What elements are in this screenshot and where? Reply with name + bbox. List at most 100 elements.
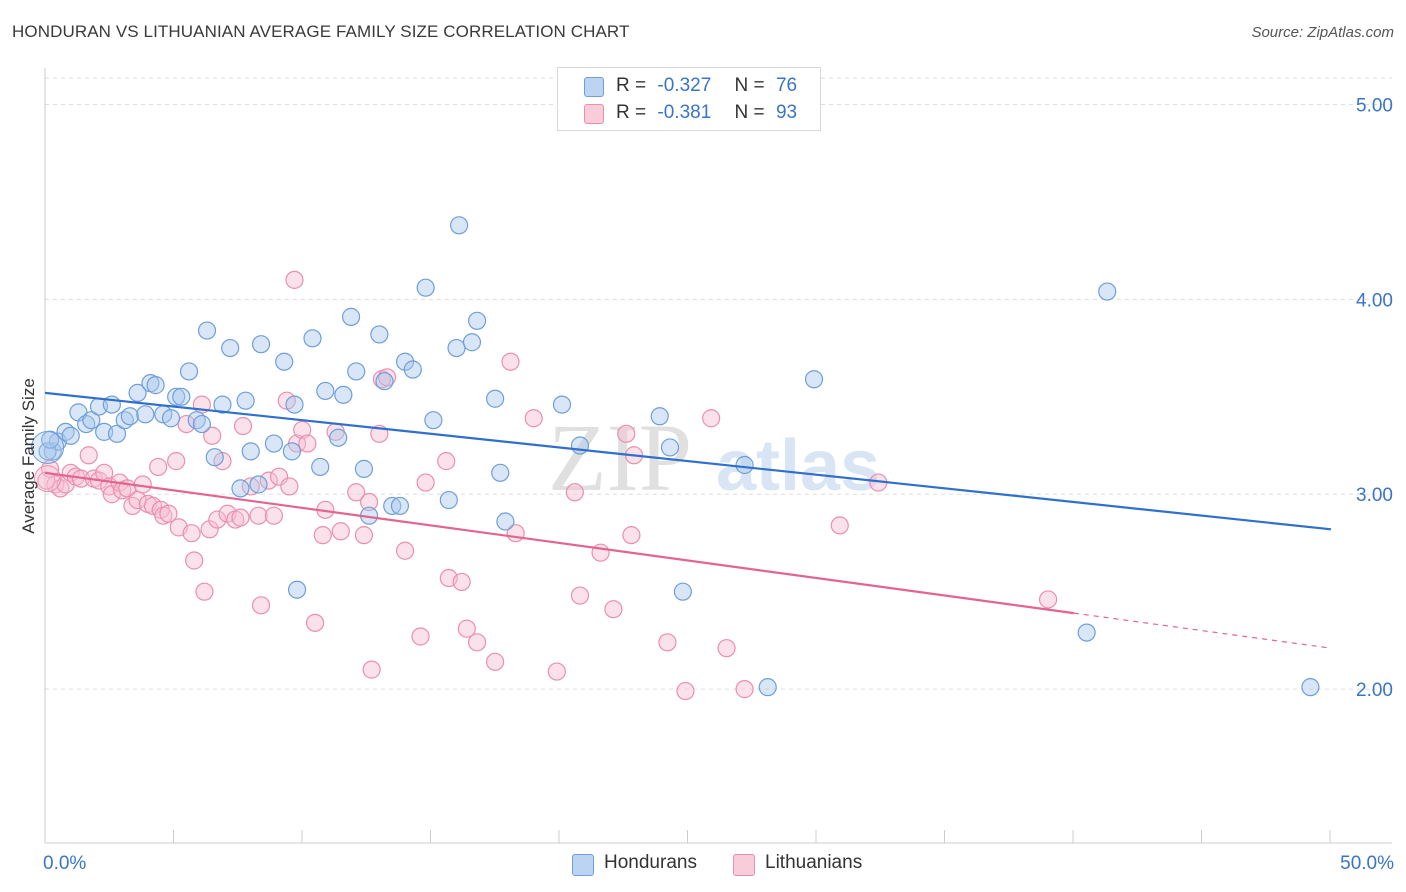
lithuanians-point [547, 662, 566, 681]
lithuanians-point [123, 496, 142, 516]
lithuanians-point [149, 457, 168, 477]
hondurans-point [347, 362, 366, 381]
lithuanians-points [34, 270, 1058, 701]
lithuanians-point [285, 270, 304, 289]
watermark-zip: ZIP [548, 404, 692, 511]
hondurans-point [197, 321, 217, 340]
lithuanians-point [717, 639, 736, 658]
lithuanians-point [565, 483, 584, 502]
hondurans-point [287, 580, 307, 599]
legend-lithuanians-label: Lithuanians [765, 852, 863, 873]
lithuanians-point [305, 613, 325, 632]
hondurans-point [449, 216, 469, 235]
hondurans-point [496, 512, 515, 531]
watermark: ZIP atlas [548, 404, 880, 511]
grid-lines [45, 77, 1392, 690]
lithuanians-point [395, 541, 415, 560]
lithuanians-point [501, 352, 520, 371]
hondurans-points [31, 216, 1320, 697]
source-credit: Source: ZipAtlas.com [1251, 24, 1394, 41]
hondurans-point [650, 407, 669, 426]
hondurans-point [462, 333, 482, 352]
hondurans-point [354, 459, 374, 478]
hondurans-trend-line [44, 391, 1332, 531]
hondurans-point [1098, 282, 1117, 301]
lithuanians-point [79, 446, 98, 465]
lithuanians-point [362, 660, 381, 679]
lithuanians-point [167, 452, 186, 471]
n-value: 93 [775, 102, 798, 123]
hondurans-point [552, 395, 572, 414]
y-tick-label: 5.00 [1356, 95, 1393, 116]
n-label: N = [734, 75, 765, 96]
n-label: N = [734, 102, 765, 123]
blue-swatch [584, 77, 604, 97]
hondurans-point [673, 582, 692, 601]
hondurans-point [439, 490, 458, 510]
lithuanians-point [617, 424, 636, 443]
hondurans-point [107, 424, 127, 443]
hondurans-point [329, 428, 348, 447]
hondurans-point [172, 387, 191, 406]
hondurans-point [491, 463, 510, 482]
hondurans-point [241, 442, 260, 461]
n-value: 76 [775, 75, 798, 96]
r-label: R = [616, 75, 647, 96]
hondurans-point [370, 325, 389, 344]
lithuanians-point [457, 619, 476, 638]
hondurans-point [570, 436, 590, 455]
hondurans-point [221, 338, 240, 358]
y-tick-label: 3.00 [1356, 485, 1393, 506]
trend-lines [44, 391, 1332, 649]
hondurans-point [467, 311, 487, 330]
lithuanians-point [570, 586, 590, 605]
hondurans-point [43, 442, 62, 461]
lithuanians-point [354, 526, 374, 545]
hondurans-point [231, 479, 250, 498]
stats-legend: R = -0.327 N = 76 R = -0.381 N = 93 [557, 67, 821, 131]
hondurans-point [804, 370, 824, 389]
lithuanians-point [195, 582, 214, 601]
hondurans-point [136, 405, 155, 424]
hondurans-point [82, 411, 101, 430]
hondurans-point [236, 391, 255, 410]
hondurans-point [316, 381, 335, 401]
hondurans-point [146, 376, 165, 395]
lithuanians-point [604, 600, 623, 619]
hondurans-point [213, 395, 232, 414]
hondurans-point [424, 411, 443, 430]
lithuanians-point [437, 452, 456, 471]
hondurans-point [282, 442, 302, 461]
hondurans-point [192, 414, 211, 434]
pink-swatch [584, 104, 604, 124]
hondurans-point [38, 442, 57, 461]
r-value: -0.381 [657, 102, 712, 123]
x-tick-label-min: 0.0% [43, 853, 86, 874]
chart-title: HONDURAN VS LITHUANIAN AVERAGE FAMILY SI… [12, 22, 630, 41]
lithuanians-point [231, 508, 250, 527]
y-axis-label: Average Family Size [19, 378, 38, 534]
hondurans-point [61, 426, 80, 445]
hondurans-point [120, 407, 139, 426]
lithuanians-point [208, 510, 227, 529]
hondurans-point [249, 475, 268, 494]
lithuanians-point [622, 526, 641, 545]
lithuanians-point [702, 409, 721, 428]
hondurans-point [390, 496, 410, 516]
hondurans-point [735, 455, 754, 475]
hondurans-point [1301, 678, 1320, 697]
r-value: -0.327 [657, 75, 712, 96]
lithuanians-point [313, 526, 332, 545]
lithuanians-point [159, 504, 178, 523]
hondurans-point [758, 678, 777, 697]
blue-swatch [572, 854, 594, 876]
lithuanians-point [233, 416, 253, 436]
lithuanians-trend-extension [1073, 612, 1332, 649]
hondurans-point [383, 496, 402, 516]
hondurans-point [1077, 623, 1096, 642]
hondurans-point [264, 434, 284, 453]
hondurans-point [161, 409, 181, 428]
hondurans-point [205, 448, 224, 467]
hondurans-point [403, 360, 422, 379]
